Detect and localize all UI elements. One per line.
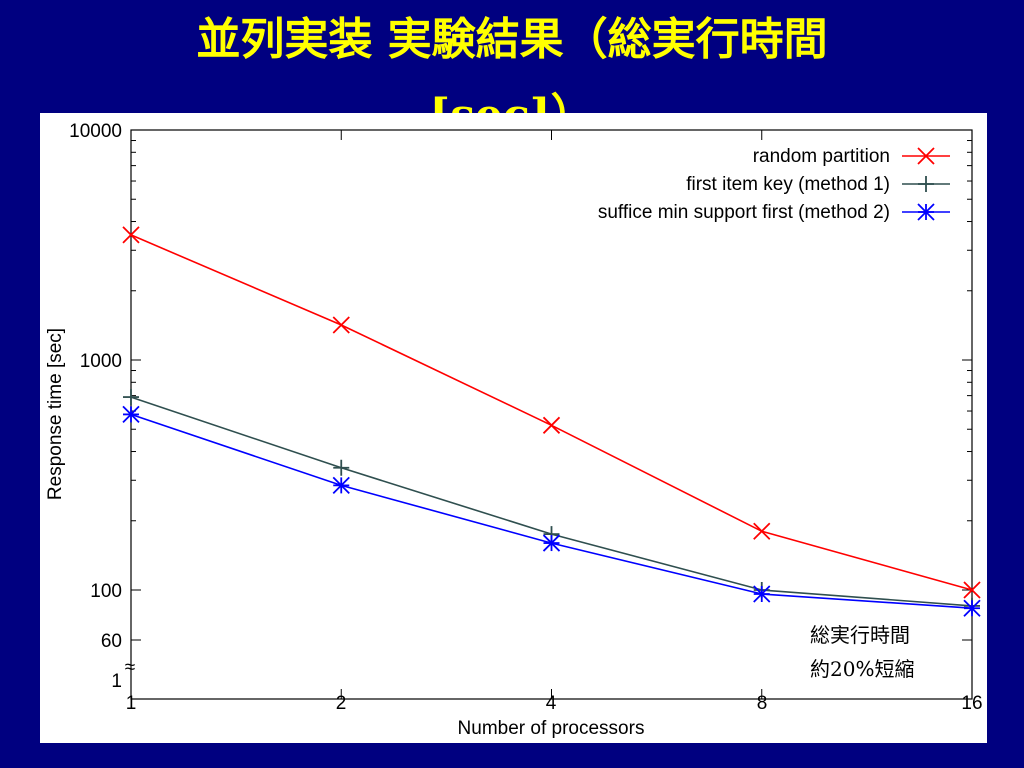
legend-sample-method-2-marker	[917, 203, 935, 221]
y-axis-label: Response time [sec]	[45, 328, 66, 500]
series-random-partition-point	[542, 416, 561, 434]
series-random-partition-point	[753, 522, 771, 540]
x-tick-label-16: 16	[961, 693, 982, 714]
marker-stroke	[963, 581, 981, 599]
x-tick-label-1: 1	[126, 693, 137, 714]
x-tick-labels: 1 2 4 8 16	[126, 693, 983, 714]
series-method-1-point	[123, 389, 139, 406]
x-tick-label-4: 4	[546, 693, 557, 714]
x-tick-label-8: 8	[757, 693, 768, 714]
legend-label-random-partition: random partition	[753, 146, 890, 167]
y-tick-label-1000: 1000	[80, 351, 122, 372]
series-method-1-point	[333, 459, 350, 476]
y-tick-label-60: 60	[101, 631, 122, 652]
series-method-2-line	[130, 413, 973, 609]
series-method-1-line	[130, 396, 973, 607]
annotation-suffix: %短縮	[855, 657, 914, 681]
slide-title-line1: 並列実装 実験結果（総実行時間	[196, 14, 828, 65]
series-random-partition-point	[963, 581, 981, 599]
marker-stroke	[753, 522, 771, 540]
annotation-line2: 約20%短縮	[810, 657, 914, 681]
annotation-prefix: 約	[810, 657, 830, 681]
series-method-2-point	[122, 405, 140, 424]
marker-stroke	[122, 226, 140, 244]
series-method-1	[123, 389, 980, 614]
legend-sample-random-partition	[902, 147, 950, 165]
legend-sample-method-2	[902, 203, 950, 221]
marker-stroke	[332, 316, 350, 334]
legend-label-method-2: suffice min support first (method 2)	[598, 202, 890, 223]
series-method-2-point	[753, 585, 771, 603]
marker-stroke	[542, 416, 561, 434]
series-method-2-point	[542, 534, 561, 552]
legend-sample-random-partition-marker	[917, 147, 935, 165]
series-layer	[122, 226, 981, 617]
y-tick-label-100: 100	[90, 581, 122, 602]
axis-break-mark: ≈	[125, 657, 135, 678]
response-time-chart: 10000 1000 100 60 1 ≈ 1 2 4 8 16 Number …	[45, 121, 983, 739]
legend: random partition first item key (method …	[598, 146, 950, 223]
legend-sample-method-1-marker	[918, 176, 934, 192]
x-tick-label-2: 2	[336, 693, 347, 714]
series-method-2-point	[332, 476, 350, 495]
annotation-number: 20	[830, 657, 855, 681]
series-method-2	[122, 405, 981, 617]
annotation-line1: 総実行時間	[810, 623, 910, 647]
legend-label-method-1: first item key (method 1)	[686, 174, 890, 195]
marker-stroke	[917, 147, 935, 165]
series-random-partition	[122, 226, 981, 599]
y-tick-labels: 10000 1000 100 60 1	[69, 121, 122, 692]
series-method-2-point	[963, 599, 981, 617]
series-random-partition-point	[332, 316, 350, 334]
legend-sample-method-1	[902, 176, 950, 192]
reduction-annotation: 総実行時間 約20%短縮	[810, 623, 914, 681]
y-tick-label-10000: 10000	[69, 121, 122, 142]
series-random-partition-point	[122, 226, 140, 244]
chart-panel: 10000 1000 100 60 1 ≈ 1 2 4 8 16 Number …	[40, 113, 987, 743]
y-tick-label-1: 1	[111, 671, 122, 692]
x-axis-label: Number of processors	[458, 718, 645, 739]
